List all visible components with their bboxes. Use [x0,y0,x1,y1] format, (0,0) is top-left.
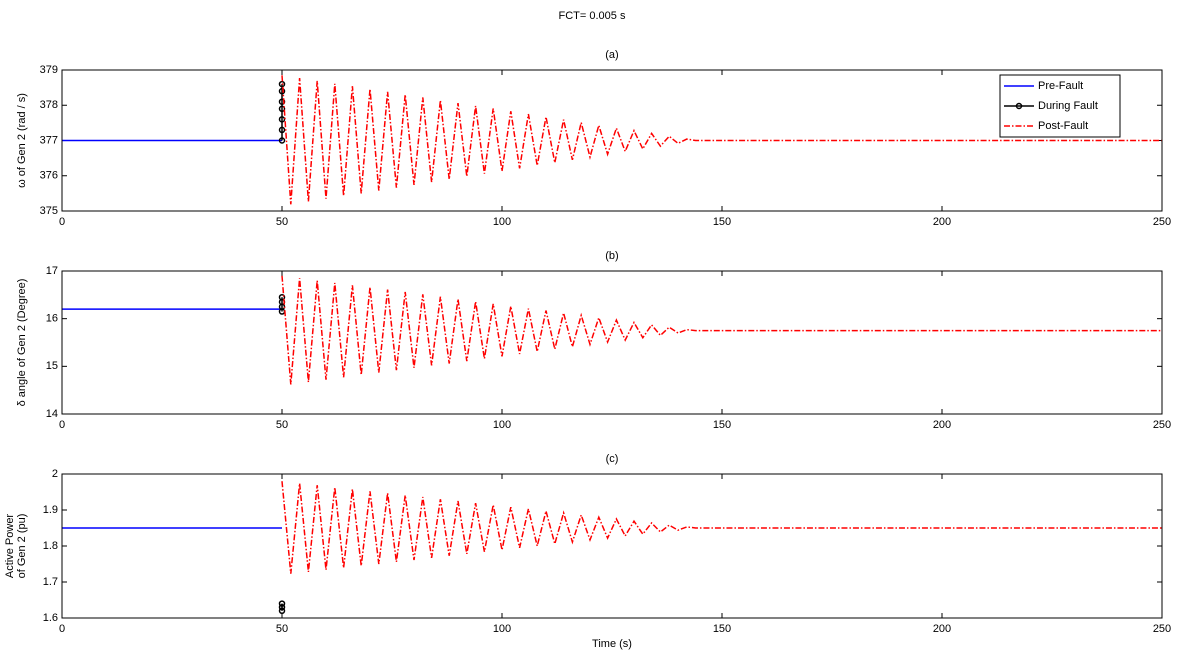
marker [278,87,286,95]
y-tick-label: 14 [46,408,58,420]
legend-label: During Fault [1038,100,1098,112]
marker [278,105,286,113]
subplot-title: (a) [605,49,618,61]
y-tick-label: 1.8 [43,540,58,552]
y-tick-label: 379 [40,64,58,76]
y-tick-label: 15 [46,360,58,372]
y-tick-label: 378 [40,99,58,111]
plot-area [62,271,1162,414]
marker [278,603,286,611]
x-tick-label: 100 [493,419,511,431]
subplot-title: (c) [606,453,619,465]
x-tick-label: 250 [1153,419,1171,431]
x-tick-label: 50 [276,623,288,635]
marker [278,600,286,607]
y-tick-label: 16 [46,313,58,325]
axes-frame [61,473,1163,619]
y-tick-label: 2 [52,468,58,480]
y-tick-label: 17 [46,265,58,277]
subplot-title: (b) [605,250,618,262]
figure-title: FCT= 0.005 s [559,10,626,22]
y-tick-label: 1.9 [43,504,58,516]
y-axis-label: ω of Gen 2 (rad / s) [16,93,28,188]
series-line [281,275,1162,385]
x-tick-label: 150 [713,623,731,635]
x-tick-label: 150 [713,419,731,431]
y-tick-label: 377 [40,134,58,146]
marker [278,293,286,301]
x-tick-label: 0 [59,216,65,228]
x-tick-label: 200 [933,419,951,431]
marker [278,116,286,123]
axes-frame [61,270,1163,415]
x-tick-label: 0 [59,419,65,431]
x-tick-label: 150 [713,216,731,228]
series-line [281,481,1162,574]
x-axis-label: Time (s) [592,638,632,650]
x-tick-label: 100 [493,216,511,228]
x-tick-label: 100 [493,623,511,635]
y-axis-label: Active Power [4,514,16,579]
y-tick-label: 376 [40,170,58,182]
marker [278,126,286,134]
y-tick-label: 1.7 [43,576,58,588]
y-axis-label: δ angle of Gen 2 (Degree) [16,279,28,407]
x-tick-label: 200 [933,216,951,228]
y-tick-label: 1.6 [43,612,58,624]
legend-label: Pre-Fault [1038,80,1083,92]
x-tick-label: 50 [276,216,288,228]
x-tick-label: 250 [1153,216,1171,228]
x-tick-label: 0 [59,623,65,635]
y-axis-label: of Gen 2 (pu) [16,514,28,579]
plot-area [62,474,1162,618]
x-tick-label: 200 [933,623,951,635]
x-tick-label: 250 [1153,623,1171,635]
marker [278,607,286,615]
series-line [281,75,1162,205]
legend-marker [1015,102,1023,110]
x-tick-label: 50 [276,419,288,431]
axes-frame [61,69,1163,212]
marker [278,137,286,144]
marker [278,80,286,88]
y-tick-label: 375 [40,205,58,217]
legend-label: Post-Fault [1038,120,1088,132]
